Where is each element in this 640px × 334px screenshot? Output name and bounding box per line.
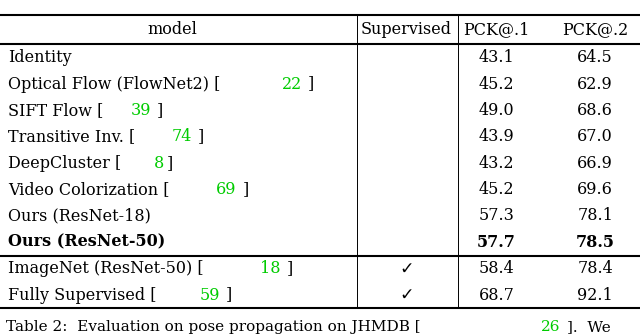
Text: ]: ] bbox=[287, 260, 293, 277]
Text: 66.9: 66.9 bbox=[577, 155, 613, 172]
Text: DeepCluster [: DeepCluster [ bbox=[8, 155, 121, 172]
Text: Optical Flow (FlowNet2) [: Optical Flow (FlowNet2) [ bbox=[8, 75, 220, 93]
Text: 26: 26 bbox=[541, 320, 561, 334]
Text: 22: 22 bbox=[282, 75, 302, 93]
Text: 43.1: 43.1 bbox=[479, 49, 515, 66]
Text: 57.3: 57.3 bbox=[479, 207, 515, 224]
Text: 92.1: 92.1 bbox=[577, 287, 613, 304]
Text: Ours (ResNet-18): Ours (ResNet-18) bbox=[8, 207, 150, 224]
Text: 62.9: 62.9 bbox=[577, 75, 613, 93]
Text: 78.4: 78.4 bbox=[577, 260, 613, 277]
Text: ✓: ✓ bbox=[399, 260, 413, 278]
Text: Identity: Identity bbox=[8, 49, 71, 66]
Text: ]: ] bbox=[198, 128, 204, 145]
Text: model: model bbox=[148, 21, 198, 38]
Text: Supervised: Supervised bbox=[361, 21, 452, 38]
Text: 68.6: 68.6 bbox=[577, 102, 613, 119]
Text: SIFT Flow [: SIFT Flow [ bbox=[8, 102, 103, 119]
Text: ]: ] bbox=[157, 102, 163, 119]
Text: 59: 59 bbox=[199, 287, 220, 304]
Text: 69.6: 69.6 bbox=[577, 181, 613, 198]
Text: Table 2:  Evaluation on pose propagation on JHMDB [: Table 2: Evaluation on pose propagation … bbox=[6, 320, 421, 334]
Text: 74: 74 bbox=[172, 128, 192, 145]
Text: Ours (ResNet-50): Ours (ResNet-50) bbox=[8, 234, 165, 251]
Text: PCK@.1: PCK@.1 bbox=[463, 21, 530, 38]
Text: Fully Supervised [: Fully Supervised [ bbox=[8, 287, 156, 304]
Text: ImageNet (ResNet-50) [: ImageNet (ResNet-50) [ bbox=[8, 260, 204, 277]
Text: ].  We: ]. We bbox=[566, 320, 611, 334]
Text: 67.0: 67.0 bbox=[577, 128, 613, 145]
Text: 78.5: 78.5 bbox=[576, 234, 614, 251]
Text: 49.0: 49.0 bbox=[479, 102, 515, 119]
Text: 18: 18 bbox=[260, 260, 280, 277]
Text: Transitive Inv. [: Transitive Inv. [ bbox=[8, 128, 135, 145]
Text: ]: ] bbox=[243, 181, 249, 198]
Text: ]: ] bbox=[308, 75, 314, 93]
Text: ]: ] bbox=[167, 155, 173, 172]
Text: 68.7: 68.7 bbox=[479, 287, 515, 304]
Text: 8: 8 bbox=[154, 155, 164, 172]
Text: ]: ] bbox=[226, 287, 232, 304]
Text: Video Colorization [: Video Colorization [ bbox=[8, 181, 169, 198]
Text: ✓: ✓ bbox=[399, 286, 413, 304]
Text: 45.2: 45.2 bbox=[479, 75, 515, 93]
Text: 58.4: 58.4 bbox=[479, 260, 515, 277]
Text: 64.5: 64.5 bbox=[577, 49, 613, 66]
Text: 43.9: 43.9 bbox=[479, 128, 515, 145]
Text: 43.2: 43.2 bbox=[479, 155, 515, 172]
Text: 78.1: 78.1 bbox=[577, 207, 613, 224]
Text: 45.2: 45.2 bbox=[479, 181, 515, 198]
Text: 57.7: 57.7 bbox=[477, 234, 516, 251]
Text: PCK@.2: PCK@.2 bbox=[562, 21, 628, 38]
Text: 39: 39 bbox=[131, 102, 151, 119]
Text: 69: 69 bbox=[216, 181, 237, 198]
